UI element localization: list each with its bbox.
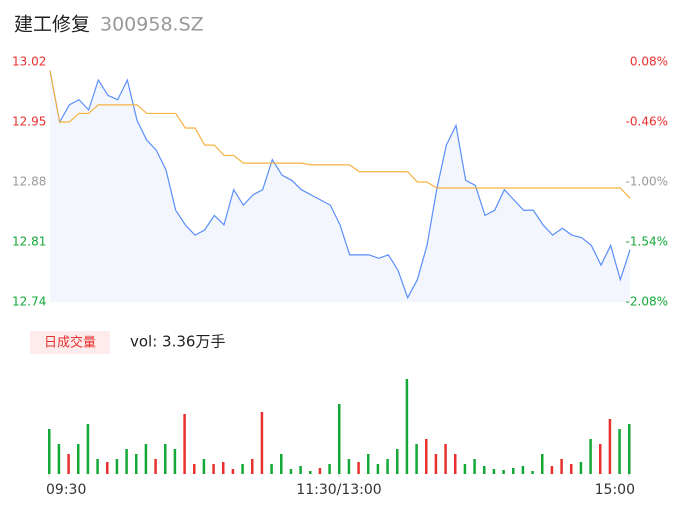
volume-bar: [299, 466, 302, 474]
volume-total: vol: 3.36万手: [130, 333, 225, 351]
volume-bar: [367, 454, 370, 474]
y-tick-label: 12.88: [12, 175, 46, 189]
volume-bar: [193, 464, 196, 474]
volume-bar: [280, 454, 283, 474]
volume-bar: [309, 471, 312, 474]
volume-bar: [96, 459, 99, 474]
volume-bar: [67, 454, 70, 474]
volume-bar: [434, 454, 438, 474]
volume-bar: [483, 466, 486, 474]
y2-tick-label: -1.54%: [626, 235, 668, 249]
price-area: [50, 70, 630, 302]
y-tick-label: 12.95: [12, 115, 46, 129]
volume-bar: [492, 469, 496, 474]
volume-bar: [48, 429, 51, 474]
volume-bar: [86, 424, 90, 474]
y-tick-label: 12.81: [12, 235, 46, 249]
volume-title: 日成交量: [44, 335, 96, 351]
volume-bar: [415, 444, 418, 474]
volume-bar: [144, 444, 148, 474]
volume-bar: [589, 439, 592, 474]
volume-bar: [570, 464, 573, 474]
volume-bar: [560, 459, 563, 474]
x-tick-label: 15:00: [595, 482, 635, 498]
x-tick-label: 11:30/13:00: [296, 482, 381, 498]
volume-bar: [512, 468, 515, 474]
y-tick-label: 13.02: [12, 55, 46, 69]
y2-tick-label: -0.46%: [626, 115, 668, 129]
volume-bar: [231, 469, 235, 474]
stock-code: 300958.SZ: [100, 14, 204, 36]
chart-title: 建工修复: [14, 14, 90, 36]
volume-bar: [106, 462, 109, 474]
volume-bar: [502, 470, 505, 474]
volume-bar: [173, 449, 177, 474]
volume-bar: [251, 459, 254, 474]
volume-bar: [531, 471, 534, 474]
volume-bar: [376, 464, 380, 474]
volume-bar: [183, 414, 186, 474]
volume-bar: [241, 464, 244, 474]
volume-bar: [57, 444, 61, 474]
volume-bar: [521, 466, 525, 474]
volume-bar: [444, 444, 447, 474]
volume-bar: [77, 444, 80, 474]
x-tick-label: 09:30: [46, 482, 86, 498]
volume-bar: [328, 464, 331, 474]
y2-tick-label: -2.08%: [626, 295, 668, 309]
volume-bar: [579, 462, 583, 474]
y2-tick-label: 0.08%: [630, 55, 668, 69]
volume-bar: [599, 444, 602, 474]
average-line: [49, 70, 631, 199]
volume-bar: [608, 419, 612, 474]
volume-bar: [541, 454, 544, 474]
volume-bar: [347, 459, 351, 474]
volume-bar: [357, 462, 360, 474]
volume-bar: [318, 468, 322, 474]
y-tick-label: 12.74: [12, 295, 46, 309]
volume-bar: [618, 429, 621, 474]
volume-bar: [270, 464, 273, 474]
volume-bar: [289, 469, 293, 474]
volume-bar: [473, 459, 476, 474]
volume-bar: [135, 454, 138, 474]
volume-bar: [425, 439, 428, 474]
volume-bar: [628, 424, 631, 474]
volume-bar: [125, 449, 128, 474]
volume-bar: [115, 459, 119, 474]
volume-bar: [550, 466, 554, 474]
volume-bar: [260, 412, 264, 474]
volume-bar: [396, 449, 399, 474]
y2-tick-label: -1.00%: [626, 175, 668, 189]
volume-bar: [202, 459, 206, 474]
volume-bar: [463, 464, 467, 474]
volume-bar: [212, 464, 215, 474]
volume-bar: [222, 462, 225, 474]
volume-bar: [164, 444, 167, 474]
volume-bar: [454, 454, 457, 474]
volume-bar: [154, 459, 157, 474]
price-line: [49, 70, 631, 300]
volume-bar: [405, 379, 409, 474]
volume-bar: [386, 459, 389, 474]
volume-bar: [338, 404, 341, 474]
volume-label-box: [30, 331, 110, 354]
